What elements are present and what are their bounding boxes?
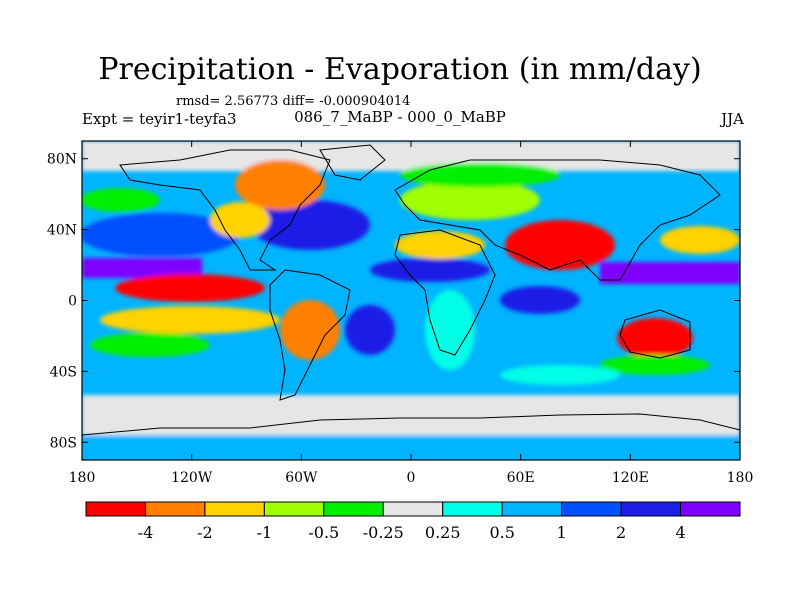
north-america-yellow [210,202,270,238]
lat-tick-label: 80S [50,435,77,451]
comparison-label: 086_7_MaBP - 000_0_MaBP [294,108,506,126]
statistics-text: rmsd= 2.56773 diff= -0.000904014 [176,94,411,109]
europe-asia-outline [394,159,721,281]
colorbar-label: -0.25 [363,523,404,542]
lon-tick-label: 60W [285,470,318,486]
season-label: JJA [721,110,744,128]
colorbar-label: -1 [257,523,273,542]
australia-dry [617,318,693,358]
south-america-dry [280,300,340,360]
lon-tick-label: 120W [171,470,213,486]
south-pacific-green [90,333,210,357]
colorbar-swatch [263,501,325,517]
lon-tick-label: 60E [507,470,535,486]
itcz-africa [370,258,490,282]
south-pacific-yellow [100,306,280,334]
south-america-outline [269,269,351,401]
southern-ocean-band [82,395,740,435]
itcz-pacific-west [600,262,740,284]
colorbar-swatch [501,501,563,517]
colorbar-swatch [442,501,503,517]
asia-dry [505,220,615,270]
colorbar-swatch [561,501,622,517]
colorbar-label: 2 [616,523,626,542]
experiment-label: Expt = teyir1-teyfa3 [82,110,237,128]
lat-tick-label: 0 [68,294,77,310]
lon-tick-label: 180 [69,470,96,486]
colorbar: -4 -2 -1 -0.5 -0.25 0.25 0.5 1 2 4 [85,501,741,542]
colorbar-label: -2 [197,523,213,542]
lat-tick-label: 40S [50,364,77,380]
africa-outline [394,229,496,356]
npacific-wet [82,213,240,257]
greenland-outline [319,144,386,181]
sahara-yellow [395,231,485,259]
colorbar-label: 4 [675,523,685,542]
australia-south-green [600,355,710,375]
colorbar-label: -4 [138,523,154,542]
europe-green [400,180,540,220]
colorbar-label: 1 [557,523,567,542]
colorbar-swatch [323,501,384,517]
antarctica-outline [82,413,740,436]
natlantic-wet [250,200,370,250]
australia-outline [619,309,691,359]
colorbar-label: 0.25 [425,523,461,542]
southern-indian-cyan [500,365,620,385]
colorbar-swatch [204,501,265,517]
colorbar-swatch [680,501,741,517]
south-africa-cyan [425,290,475,370]
lon-tick-label: 120E [612,470,649,486]
colorbar-swatch [85,501,146,517]
lon-tick-label: 0 [407,470,416,486]
west-pacific-yellow [660,226,740,254]
npacific-green [82,188,160,212]
siberia-green [400,163,560,187]
colorbar-swatch [144,501,206,517]
plot-title: Precipitation - Evaporation (in mm/day) [98,52,702,87]
colorbar-label: -0.5 [308,523,339,542]
pacific-dry [115,274,265,302]
continent-outlines [82,144,740,436]
north-america-dry [235,160,325,210]
lat-tick-label: 40N [47,223,77,239]
colorbar-label: 0.5 [489,523,514,542]
map-axes: 80N 40N 0 40S 80S 180 120W 60W 0 60E 120E 180 [47,141,753,486]
lat-tick-label: 80N [47,152,77,168]
south-atlantic-wet [345,305,395,355]
north-america-outline [119,149,331,271]
lon-tick-label: 180 [727,470,754,486]
colorbar-swatch [382,501,444,517]
precip-evap-field [82,141,740,460]
indian-ocean-wet [500,286,580,314]
colorbar-swatch [620,501,682,517]
itcz-pacific-east [82,258,202,278]
